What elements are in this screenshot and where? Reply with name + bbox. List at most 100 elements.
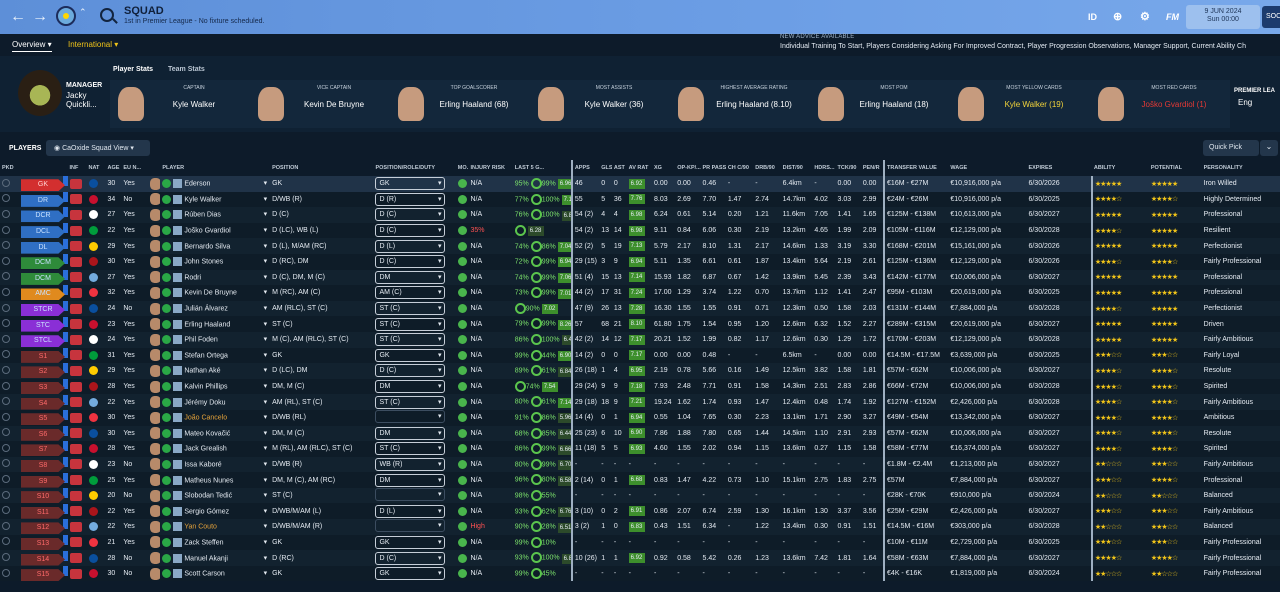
column-header[interactable]: POSITION xyxy=(270,160,374,176)
column-header[interactable]: OP-KP/... xyxy=(675,160,701,176)
slot-cell[interactable]: S6 xyxy=(18,425,68,442)
slot-cell[interactable]: DCR xyxy=(18,207,68,223)
role-cell[interactable]: ST (C) xyxy=(373,316,456,332)
nat-cell[interactable] xyxy=(86,472,106,488)
info-cell[interactable] xyxy=(67,316,87,332)
column-header[interactable] xyxy=(1081,160,1092,176)
role-cell[interactable]: WB (R) xyxy=(373,456,456,473)
stat-card-value[interactable]: Kyle Walker (36) xyxy=(584,100,644,109)
table-row[interactable]: STCR 24 No Julián Álvarez ▾ AM (RLC), ST (C) S… xyxy=(0,300,1280,317)
role-cell[interactable]: D (C) xyxy=(373,550,456,566)
picked-cell[interactable] xyxy=(0,487,19,504)
slot-cell[interactable]: S8 xyxy=(18,456,68,473)
column-header[interactable]: NAT xyxy=(86,160,106,176)
stat-card[interactable]: CAPTAIN Kyle Walker xyxy=(110,80,250,128)
table-row[interactable]: DL 29 Yes Bernardo Silva ▾ D (L), M/AM (RC) D … xyxy=(0,238,1280,254)
nat-cell[interactable] xyxy=(86,347,106,364)
nat-cell[interactable] xyxy=(86,363,106,379)
slot-cell[interactable]: DCL xyxy=(18,222,68,239)
nat-cell[interactable] xyxy=(86,300,106,317)
player-name[interactable]: Julián Álvarez ▾ xyxy=(160,300,271,317)
picked-cell[interactable] xyxy=(0,222,19,239)
picked-cell[interactable] xyxy=(0,394,19,410)
picked-cell[interactable] xyxy=(0,207,19,223)
column-header[interactable]: POSITION/ROLE/DUTY xyxy=(373,160,456,176)
quick-pick-chevron-icon[interactable]: ⌄ xyxy=(1260,140,1278,156)
table-row[interactable]: S9 25 Yes Matheus Nunes ▾ DM, M (C), AM (RC) D… xyxy=(0,472,1280,488)
nat-cell[interactable] xyxy=(86,222,106,239)
slot-cell[interactable]: AMC xyxy=(18,285,68,301)
nat-cell[interactable] xyxy=(86,238,106,254)
info-cell[interactable] xyxy=(67,456,87,473)
stat-card[interactable]: TOP GOALSCORER Erling Haaland (68) xyxy=(390,80,530,128)
picked-cell[interactable] xyxy=(0,191,19,208)
stat-card-value[interactable]: Kyle Walker xyxy=(172,100,216,109)
player-name[interactable]: Nathan Aké ▾ xyxy=(160,363,271,379)
role-cell[interactable]: DM xyxy=(373,269,456,286)
fm-icon[interactable]: FM xyxy=(1166,12,1179,22)
role-cell[interactable]: D (C) xyxy=(373,363,456,379)
column-header[interactable]: PR PASS... xyxy=(700,160,726,176)
player-name[interactable]: Matheus Nunes ▾ xyxy=(160,472,271,488)
nat-cell[interactable] xyxy=(86,207,106,223)
info-cell[interactable] xyxy=(67,207,87,223)
role-cell[interactable]: D (C) xyxy=(373,207,456,223)
column-header[interactable]: WAGE xyxy=(948,160,1027,176)
column-header[interactable]: AGE xyxy=(105,160,122,176)
slot-cell[interactable]: DCM xyxy=(18,269,68,286)
column-header[interactable]: DIST/90 xyxy=(780,160,813,176)
nat-cell[interactable] xyxy=(86,253,106,270)
column-header[interactable]: TRANSFER VALUE xyxy=(884,160,949,176)
view-selector[interactable]: ◉ CaOxide Squad View ▾ xyxy=(46,140,150,156)
role-cell[interactable]: D (L) xyxy=(373,503,456,520)
table-row[interactable]: STCL 24 Yes Phil Foden ▾ M (C), AM (RLC), ST … xyxy=(0,331,1280,348)
player-name[interactable]: Manuel Akanji ▾ xyxy=(160,550,271,566)
stat-card[interactable]: MOST ASSISTS Kyle Walker (36) xyxy=(530,80,670,128)
info-cell[interactable] xyxy=(67,472,87,488)
column-header[interactable]: APPS xyxy=(571,160,600,176)
role-cell[interactable]: DM xyxy=(373,425,456,442)
slot-cell[interactable]: S2 xyxy=(18,363,68,379)
slot-cell[interactable]: S3 xyxy=(18,378,68,395)
info-cell[interactable] xyxy=(67,191,87,208)
player-name[interactable]: Scott Carson ▾ xyxy=(160,565,271,582)
slot-cell[interactable]: STC xyxy=(18,316,68,332)
table-row[interactable]: DCL 22 Yes Joško Gvardiol ▾ D (LC), WB (L) D (… xyxy=(0,222,1280,239)
player-name[interactable]: Ederson ▾ xyxy=(160,176,271,192)
stat-card[interactable]: MOST RED CARDS Joško Gvardiol (1) xyxy=(1090,80,1230,128)
slot-cell[interactable]: S12 xyxy=(18,519,68,535)
settings-icon[interactable]: ⚙ xyxy=(1140,11,1150,23)
nat-cell[interactable] xyxy=(86,176,106,192)
role-cell[interactable]: ST (C) xyxy=(373,300,456,317)
picked-cell[interactable] xyxy=(0,176,19,192)
info-cell[interactable] xyxy=(67,425,87,442)
column-header[interactable]: EXPIRES xyxy=(1026,160,1082,176)
player-name[interactable]: Zack Steffen ▾ xyxy=(160,534,271,551)
table-row[interactable]: S7 28 Yes Jack Grealish ▾ M (RL), AM (RLC), S… xyxy=(0,441,1280,457)
column-header[interactable] xyxy=(147,160,161,176)
player-name[interactable]: Slobodan Tedić ▾ xyxy=(160,487,271,504)
picked-cell[interactable] xyxy=(0,378,19,395)
stat-card-value[interactable]: Joško Gvardiol (1) xyxy=(1141,100,1207,109)
picked-cell[interactable] xyxy=(0,550,19,566)
tab-team-stats[interactable]: Team Stats xyxy=(168,66,205,73)
stat-card-value[interactable]: Erling Haaland (18) xyxy=(859,100,929,109)
role-cell[interactable]: GK xyxy=(373,176,456,192)
club-crest-icon[interactable] xyxy=(56,6,76,26)
slot-cell[interactable]: S9 xyxy=(18,472,68,488)
slot-cell[interactable]: S15 xyxy=(18,565,68,582)
nat-cell[interactable] xyxy=(86,331,106,348)
role-cell[interactable]: ST (C) xyxy=(373,441,456,457)
tab-international[interactable]: International ▾ xyxy=(68,40,119,49)
nat-cell[interactable] xyxy=(86,394,106,410)
club-switcher-chevron-icon[interactable]: ⌃ xyxy=(79,7,87,17)
player-name[interactable]: Jérémy Doku ▾ xyxy=(160,394,271,410)
picked-cell[interactable] xyxy=(0,316,19,332)
column-header[interactable]: INF xyxy=(67,160,87,176)
